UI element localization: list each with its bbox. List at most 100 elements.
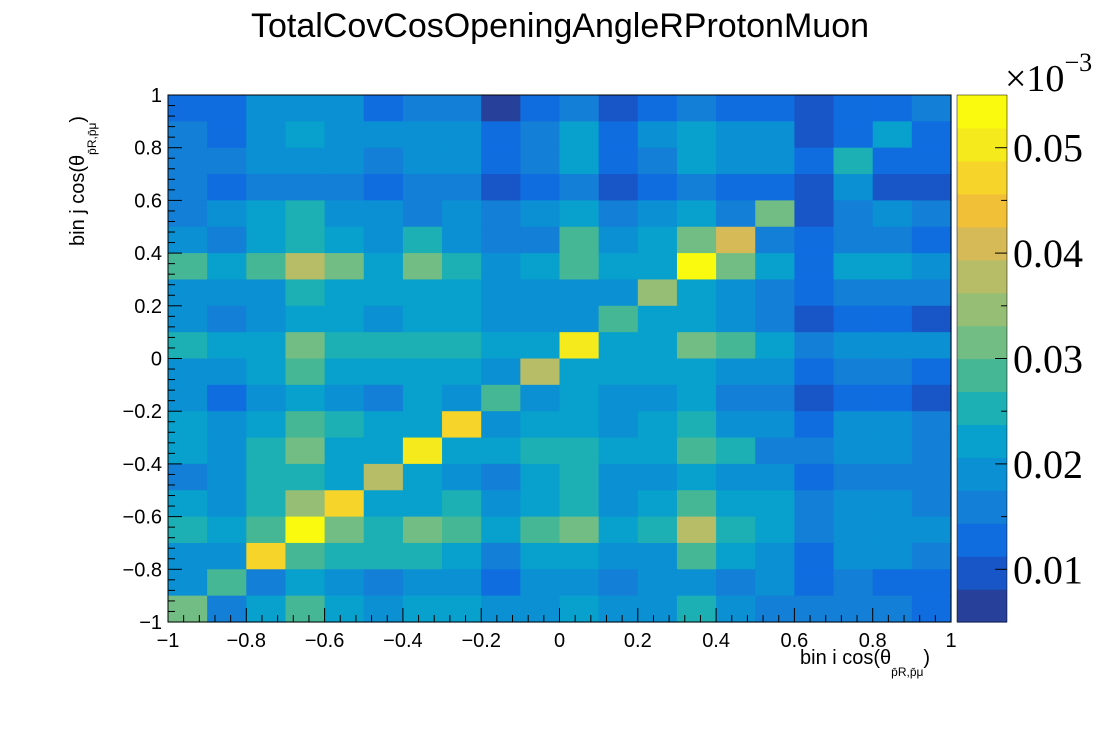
heatmap-cell (598, 569, 639, 597)
heatmap-cell (324, 147, 365, 175)
colorbar-segment (957, 556, 1007, 590)
heatmap-cell (598, 490, 639, 518)
heatmap-cell (442, 516, 482, 544)
heatmap-cell (285, 490, 326, 518)
heatmap-cell (755, 542, 795, 570)
heatmap-cell (168, 305, 208, 333)
x-tick-label: 0.8 (859, 630, 887, 652)
heatmap-cell (598, 253, 639, 281)
heatmap-cell (872, 542, 913, 570)
heatmap-cell (676, 95, 717, 122)
heatmap-cell (363, 279, 404, 307)
heatmap-cell (442, 226, 482, 254)
y-tick-label: 1 (151, 85, 162, 107)
heatmap-cell (168, 542, 208, 570)
heatmap-cell (442, 174, 482, 201)
heatmap-cell (285, 358, 326, 386)
heatmap-cell (168, 147, 208, 175)
heatmap-cell (285, 411, 326, 439)
heatmap-cell (324, 200, 365, 228)
heatmap-cell (716, 332, 756, 360)
x-tick-label: 0.2 (624, 630, 652, 652)
heatmap-cell (168, 358, 208, 386)
heatmap-cell (324, 358, 365, 386)
heatmap-cell (833, 358, 874, 386)
heatmap-cell (363, 595, 404, 623)
heatmap-cell (794, 437, 835, 465)
colorbar-segment (957, 193, 1007, 228)
heatmap-cell (559, 226, 600, 254)
heatmap-cell (285, 437, 326, 465)
heatmap-cell (246, 305, 287, 333)
heatmap-cell (402, 516, 443, 544)
heatmap-cell (637, 569, 678, 597)
heatmap-cell (637, 411, 678, 439)
heatmap-cell (285, 463, 326, 491)
heatmap-cell (246, 569, 287, 597)
y-tick-label: 0.4 (134, 243, 162, 265)
heatmap-cell (872, 332, 913, 360)
heatmap-cell (402, 121, 443, 149)
heatmap-cell (481, 200, 521, 228)
heatmap-cell (442, 463, 482, 491)
heatmap-cell (716, 147, 756, 175)
heatmap-cell (285, 384, 326, 412)
heatmap-cell (520, 384, 561, 412)
heatmap-cell (207, 279, 247, 307)
svg-text:bin j cos(θp̄R,p̄μ): bin j cos(θp̄R,p̄μ) (67, 116, 99, 246)
heatmap-cell (833, 305, 874, 333)
heatmap-cell (207, 200, 247, 228)
heatmap-cell (755, 332, 795, 360)
y-axis-title: bin j cos(θp̄R,p̄μ) (67, 116, 99, 246)
heatmap-cell (520, 516, 561, 544)
heatmap-cell (872, 226, 913, 254)
heatmap-cell (755, 490, 795, 518)
heatmap-cell (755, 516, 795, 544)
heatmap-cell (246, 332, 287, 360)
heatmap-cell (402, 305, 443, 333)
heatmap-cell (363, 542, 404, 570)
x-axis-title: bin i cos(θp̄R,p̄μ) (800, 647, 930, 679)
heatmap-cell (559, 490, 600, 518)
heatmap-cell (520, 279, 561, 307)
heatmap-cell (442, 490, 482, 518)
y-axis-title-sub: p̄R,p̄μ (85, 122, 99, 154)
heatmap-cell (402, 200, 443, 228)
heatmap-cell (520, 95, 561, 122)
colorbar-exponent-base: ×10 (1005, 58, 1064, 100)
heatmap-cell (520, 253, 561, 281)
heatmap-cell (716, 253, 756, 281)
y-axis-title-text: bin j cos(θ (67, 155, 89, 246)
heatmap-cell (872, 516, 913, 544)
heatmap-cell (207, 595, 247, 623)
heatmap-cell (637, 542, 678, 570)
heatmap-cell (207, 358, 247, 386)
heatmap-cell (481, 358, 521, 386)
heatmap-cell (363, 147, 404, 175)
heatmap-cell (481, 253, 521, 281)
heatmap-cell (637, 463, 678, 491)
heatmap-cell (872, 358, 913, 386)
heatmap-cell (794, 411, 835, 439)
heatmap-cell (794, 595, 835, 623)
heatmap-cell (794, 305, 835, 333)
heatmap-cell (833, 595, 874, 623)
heatmap-cell (324, 305, 365, 333)
y-tick-label: −0.4 (123, 454, 162, 476)
heatmap-cell (363, 121, 404, 149)
heatmap-cell (442, 595, 482, 623)
colorbar-tick-label: 0.01 (1013, 547, 1083, 592)
heatmap-cell (168, 463, 208, 491)
heatmap-cell (598, 279, 639, 307)
heatmap-cell (833, 253, 874, 281)
heatmap-cell (207, 147, 247, 175)
colorbar-segment (957, 391, 1007, 425)
heatmap-cell (755, 147, 795, 175)
heatmap-cell (246, 437, 287, 465)
heatmap-cell (794, 516, 835, 544)
heatmap-cell (246, 121, 287, 149)
heatmap-cell (833, 147, 874, 175)
colorbar-ticks: 0.01 0.02 0.03 0.04 0.05 (995, 126, 1083, 592)
heatmap-cell (168, 595, 208, 623)
